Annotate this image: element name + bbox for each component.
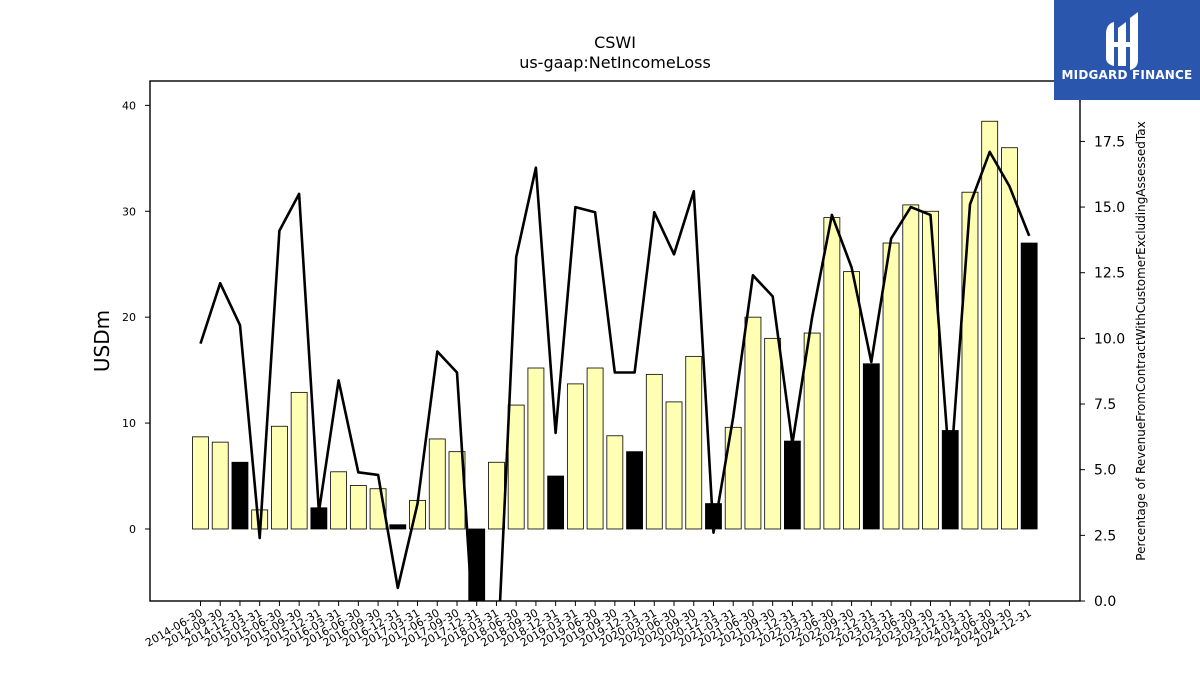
- midgard-finance-logo: MIDGARD FINANCE: [1054, 0, 1200, 100]
- bar: [349, 485, 367, 530]
- bar: [645, 373, 663, 530]
- y-tick-label: 40: [122, 99, 136, 112]
- series-line: [199, 150, 1031, 601]
- bar: [961, 191, 979, 530]
- bar: [231, 461, 249, 530]
- bar: [1001, 147, 1018, 530]
- bar: [843, 271, 860, 530]
- chart-subtitle: us-gaap:NetIncomeLoss: [519, 53, 711, 72]
- bar: [665, 401, 683, 530]
- y2-tick-label: 17.5: [1094, 134, 1125, 150]
- bar: [211, 441, 229, 530]
- y2-tick-label: 12.5: [1094, 266, 1125, 282]
- y2-tick-label: 10.0: [1094, 331, 1125, 347]
- y2-tick-label: 15.0: [1094, 200, 1125, 216]
- bar: [586, 367, 604, 530]
- y-tick-label: 30: [122, 205, 136, 218]
- y-tick-label: 20: [122, 311, 136, 324]
- bar: [330, 471, 348, 530]
- bar: [547, 475, 565, 530]
- logo-text: MIDGARD FINANCE: [1061, 68, 1193, 82]
- y-tick-label: 10: [122, 417, 136, 430]
- bar: [488, 461, 505, 530]
- y2-tick-label: 7.5: [1094, 397, 1116, 413]
- bar: [389, 524, 407, 530]
- plot-area: 0102030400.02.55.07.510.012.515.017.5201…: [122, 80, 1125, 650]
- bar: [606, 435, 624, 530]
- logo-mark-icon: [1106, 12, 1138, 70]
- bar: [744, 316, 762, 530]
- bar: [803, 332, 821, 530]
- bar: [290, 391, 308, 530]
- bar: [981, 120, 999, 530]
- bar: [724, 426, 742, 530]
- bar: [192, 436, 209, 530]
- bar: [626, 451, 643, 530]
- bar: [882, 242, 900, 530]
- bar: [527, 367, 545, 530]
- bar: [566, 383, 584, 530]
- bar: [764, 337, 782, 530]
- bar: [468, 528, 486, 601]
- bar: [271, 425, 288, 530]
- bar: [902, 204, 920, 530]
- chart-title: CSWI: [594, 33, 636, 52]
- y2-tick-label: 0.0: [1094, 594, 1116, 610]
- bar: [685, 355, 703, 530]
- bar: [922, 210, 939, 530]
- y2-tick-label: 2.5: [1094, 528, 1116, 544]
- y2-tick-label: 5.0: [1094, 463, 1116, 479]
- bar: [507, 404, 525, 530]
- bar: [428, 438, 446, 530]
- bar: [1020, 242, 1038, 530]
- bar: [862, 363, 880, 530]
- y2-axis-label: Percentage of RevenueFromContractWithCus…: [1134, 121, 1148, 560]
- bar: [823, 217, 841, 530]
- bar: [784, 440, 801, 530]
- y-tick-label: 0: [129, 523, 136, 536]
- y-axis-label: USDm: [90, 310, 114, 372]
- bar: [941, 430, 959, 530]
